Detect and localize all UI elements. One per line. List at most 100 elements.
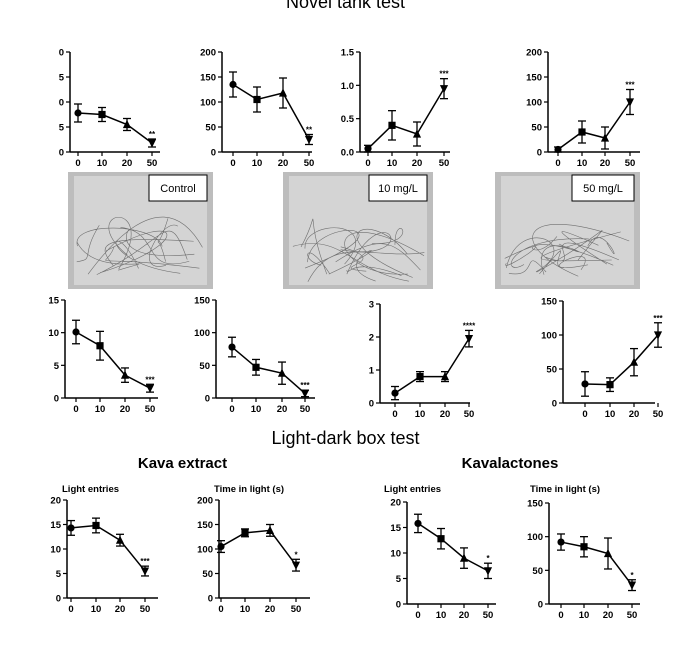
data-point [627,581,637,590]
y-tick-label: 0.0 [341,148,354,159]
y-tick-label: 0 [205,394,210,405]
data-point [440,372,450,381]
significance-label: * [486,554,490,563]
y-tick-label: 15 [50,520,61,531]
x-tick-label: 20 [278,158,289,169]
x-tick-label: 20 [277,404,288,415]
y-tick-label: 100 [527,532,543,543]
significance-label: *** [300,381,310,390]
chart-8: 0 50 100 150 0 10 20 50 *** [541,297,663,421]
data-point [67,524,75,532]
x-tick-label: 50 [300,404,311,415]
y-tick-label: 50 [205,123,216,134]
x-tick-label: 0 [582,409,587,420]
significance-label: *** [625,81,635,90]
chart-10: 0 50 100 150 200 0 10 20 50 * Time in light (s) [197,484,310,615]
data-point [580,543,588,551]
data-point [439,85,449,94]
x-tick-label: 50 [464,409,475,420]
x-tick-label: 0 [415,610,420,621]
data-point [464,335,474,344]
y-tick-label: 200 [200,48,216,59]
data-point [412,129,422,138]
significance-label: * [630,571,634,580]
data-point [581,380,589,388]
x-tick-label: 50 [627,610,638,621]
kavalactones-title: Kavalactones [461,455,559,472]
chart-11: 0 5 10 15 20 0 10 20 50 * Light entries [384,484,496,621]
data-point [554,145,562,154]
x-tick-label: 50 [653,409,664,420]
x-tick-label: 10 [240,604,251,615]
data-point [122,119,132,129]
data-point [416,373,424,381]
data-point [265,525,275,534]
chart-title: Time in light (s) [214,484,284,495]
image-label-box [148,174,208,202]
x-tick-label: 0 [230,158,235,169]
data-point [229,80,237,89]
y-tick-label: 0 [538,600,543,611]
y-tick-label: 50 [546,365,557,376]
y-tick-label: 150 [200,73,216,84]
chart-6: 0 50 100 150 0 10 20 50 *** [194,296,315,415]
x-tick-label: 10 [387,158,398,169]
x-tick-label: 0 [73,404,78,415]
data-point [391,389,399,397]
chart-5: 0 5 10 15 0 10 20 50 *** [48,296,158,415]
x-tick-label: 0 [392,409,397,420]
x-tick-label: 10 [436,610,447,621]
tracking-image-2: 10 mg/L [283,172,433,289]
y-tick-label: 0.5 [341,114,355,125]
x-tick-label: 50 [140,604,151,615]
x-tick-label: 50 [439,158,450,169]
significance-label: *** [145,375,155,384]
y-tick-label: 50 [531,123,542,134]
y-tick-label: 150 [527,499,543,510]
y-tick-label: 0 [59,98,64,109]
x-tick-label: 20 [459,610,470,621]
image-label-box [368,174,428,202]
data-point [145,384,155,393]
y-tick-label: 0 [396,600,401,611]
data-point [74,109,82,117]
x-tick-label: 50 [291,604,302,615]
y-tick-label: 0 [56,594,61,605]
y-tick-label: 0 [208,594,213,605]
x-tick-label: 0 [558,610,563,621]
series-line [394,338,470,394]
page-title: Novel tank test [285,0,406,12]
y-tick-label: 50 [199,361,210,372]
y-tick-label: 0 [211,148,216,159]
chart-12: 0 50 100 150 0 10 20 50 * Time in light (s) [527,484,640,621]
y-tick-label: 10 [50,545,61,556]
series-line [367,88,445,150]
data-point [388,121,396,129]
x-tick-label: 20 [603,610,614,621]
y-tick-label: 5 [54,361,60,372]
tracking-image-3: 50 mg/L [495,172,640,289]
y-tick-label: 0 [54,394,59,405]
x-tick-label: 10 [252,158,263,169]
data-point [253,95,261,104]
y-tick-label: 50 [202,569,213,580]
y-tick-label: 5 [59,123,65,134]
y-tick-label: 100 [526,98,542,109]
significance-label: ** [149,130,156,139]
image-label: 50 mg/L [583,183,623,195]
series-line [70,524,146,572]
y-tick-label: 200 [526,48,542,59]
x-tick-label: 0 [218,604,223,615]
data-point [483,567,493,576]
x-tick-label: 20 [412,158,423,169]
y-tick-label: 100 [194,328,210,339]
significance-label: *** [653,314,663,323]
data-point [606,381,614,389]
data-point [228,343,236,351]
chart-2: 0 50 100 150 200 0 10 20 50 ** [200,48,314,170]
x-tick-label: 10 [95,404,106,415]
x-tick-label: 20 [265,604,276,615]
x-tick-label: 0 [75,158,80,169]
